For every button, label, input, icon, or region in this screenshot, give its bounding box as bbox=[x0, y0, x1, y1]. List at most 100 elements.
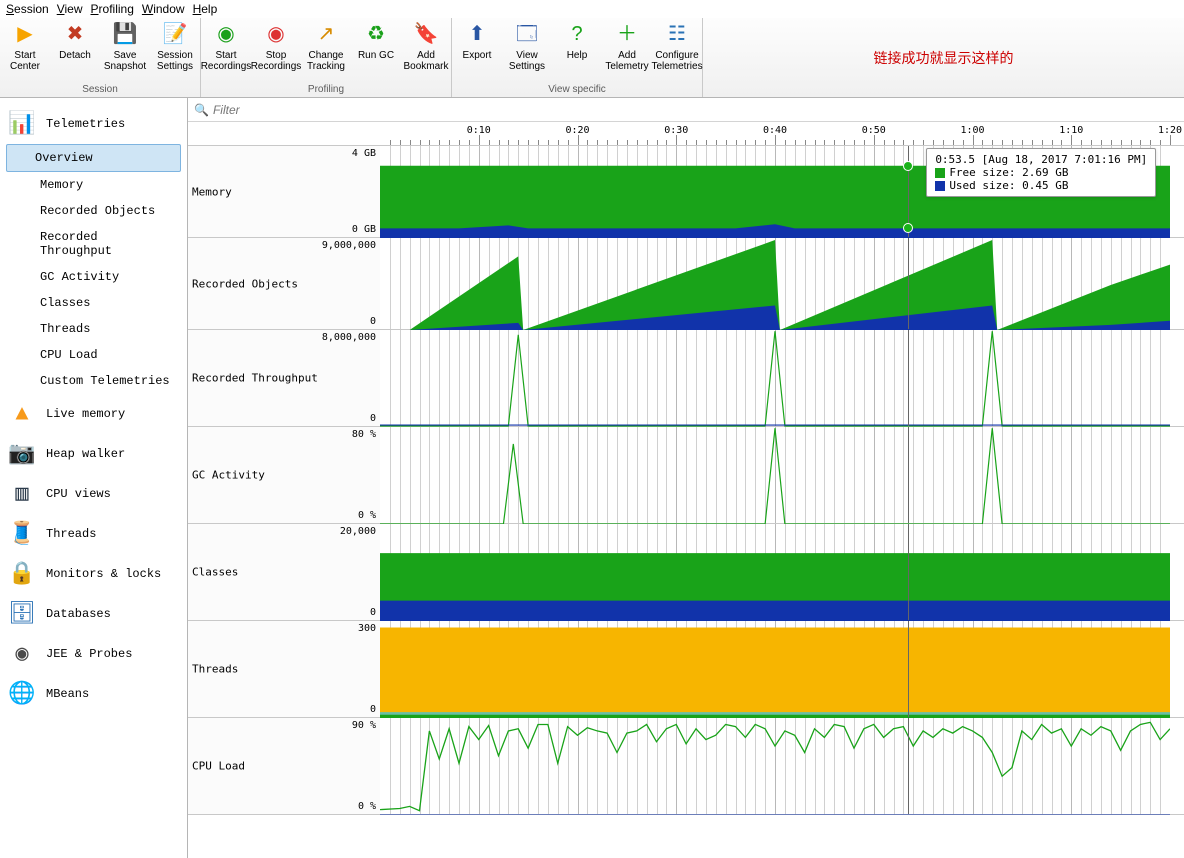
cursor-line bbox=[908, 524, 909, 620]
time-tick-label: 0:30 bbox=[664, 125, 688, 136]
session-settings-icon: 📝 bbox=[161, 20, 189, 48]
add-telemetry-button[interactable]: ＋AddTelemetry bbox=[602, 18, 652, 84]
sidebar-section-telemetries[interactable]: 📊Telemetries bbox=[0, 104, 187, 144]
plot-area[interactable] bbox=[380, 330, 1184, 426]
stop-recordings-button[interactable]: ◉StopRecordings bbox=[251, 18, 301, 84]
sidebar-section-monitors-locks[interactable]: 🔒Monitors & locks bbox=[0, 554, 187, 594]
live-memory-icon: ▲ bbox=[8, 400, 36, 428]
sidebar-item-memory[interactable]: Memory bbox=[6, 172, 181, 198]
heap-walker-icon: 📷 bbox=[8, 440, 36, 468]
chart-row-threads[interactable]: Threads3000 bbox=[188, 621, 1184, 718]
tooltip-item: Used size: 0.45 GB bbox=[935, 179, 1147, 192]
start-recordings-label: StartRecordings bbox=[201, 50, 252, 72]
help-button[interactable]: ?Help bbox=[552, 18, 602, 84]
chart-caption: Recorded Throughput bbox=[192, 372, 318, 385]
change-tracking-button[interactable]: ↗ChangeTracking bbox=[301, 18, 351, 84]
menu-help[interactable]: Help bbox=[191, 2, 220, 16]
cursor-line bbox=[908, 621, 909, 717]
plot-area[interactable]: 0:53.5 [Aug 18, 2017 7:01:16 PM]Free siz… bbox=[380, 146, 1184, 237]
sidebar-label: Threads bbox=[46, 527, 96, 541]
menu-session[interactable]: Session bbox=[4, 2, 51, 16]
add-bookmark-label: AddBookmark bbox=[403, 50, 448, 72]
run-gc-button[interactable]: ♻Run GC bbox=[351, 18, 401, 84]
y-max-label: 4 GB bbox=[352, 148, 376, 159]
chart-row-recorded-objects[interactable]: Recorded Objects9,000,0000 bbox=[188, 238, 1184, 330]
chart-caption: CPU Load bbox=[192, 760, 245, 773]
run-gc-label: Run GC bbox=[358, 50, 394, 61]
ribbon-group-profiling: ◉StartRecordings◉StopRecordings↗ChangeTr… bbox=[201, 18, 452, 97]
filter-input[interactable] bbox=[213, 103, 1178, 117]
cursor-marker bbox=[903, 161, 913, 171]
sidebar-item-classes[interactable]: Classes bbox=[6, 290, 181, 316]
chart-row-cpu-load[interactable]: CPU Load90 %0 % bbox=[188, 718, 1184, 815]
plot-area[interactable] bbox=[380, 238, 1184, 329]
session-settings-button[interactable]: 📝SessionSettings bbox=[150, 18, 200, 84]
y-max-label: 8,000,000 bbox=[322, 332, 376, 343]
sidebar-section-threads[interactable]: 🧵 Threads bbox=[0, 514, 187, 554]
view-settings-button[interactable]: 🗔ViewSettings bbox=[502, 18, 552, 84]
y-max-label: 80 % bbox=[352, 429, 376, 440]
sidebar-item-custom-telemetries[interactable]: Custom Telemetries bbox=[6, 368, 181, 394]
time-tick-label: 0:20 bbox=[565, 125, 589, 136]
sidebar-section-live-memory[interactable]: ▲Live memory bbox=[0, 394, 187, 434]
telemetries-icon: 📊 bbox=[8, 110, 36, 138]
connection-status-message: 链接成功就显示这样的 bbox=[703, 18, 1184, 97]
sidebar-item-recorded-throughput[interactable]: Recorded Throughput bbox=[6, 224, 181, 264]
menubar: Session View Profiling Window Help bbox=[0, 0, 1184, 18]
start-center-button[interactable]: ▶StartCenter bbox=[0, 18, 50, 84]
y-max-label: 20,000 bbox=[340, 526, 376, 537]
sidebar-item-recorded-objects[interactable]: Recorded Objects bbox=[6, 198, 181, 224]
ribbon-group-label: Profiling bbox=[201, 84, 451, 97]
ribbon-group-label: View specific bbox=[452, 84, 702, 97]
chart-caption: Threads bbox=[192, 663, 238, 676]
configure-telemetries-button[interactable]: ☷ConfigureTelemetries bbox=[652, 18, 702, 84]
time-axis: 0:100:200:300:400:501:001:101:20 bbox=[188, 122, 1184, 146]
sidebar-item-gc-activity[interactable]: GC Activity bbox=[6, 264, 181, 290]
menu-profiling[interactable]: Profiling bbox=[89, 2, 136, 16]
export-button[interactable]: ⬆Export bbox=[452, 18, 502, 84]
sidebar: 📊TelemetriesOverviewMemoryRecorded Objec… bbox=[0, 98, 188, 858]
start-recordings-button[interactable]: ◉StartRecordings bbox=[201, 18, 251, 84]
detach-icon: ✖ bbox=[61, 20, 89, 48]
sidebar-item-threads[interactable]: Threads bbox=[6, 316, 181, 342]
sidebar-item-overview[interactable]: Overview bbox=[6, 144, 181, 172]
chart-row-memory[interactable]: Memory4 GB0 GB0:53.5 [Aug 18, 2017 7:01:… bbox=[188, 146, 1184, 238]
detach-button[interactable]: ✖Detach bbox=[50, 18, 100, 84]
sidebar-label: Monitors & locks bbox=[46, 567, 161, 581]
sidebar-section-cpu-views[interactable]: ▥CPU views bbox=[0, 474, 187, 514]
chart-row-gc-activity[interactable]: GC Activity80 %0 % bbox=[188, 427, 1184, 524]
save-snapshot-button[interactable]: 💾SaveSnapshot bbox=[100, 18, 150, 84]
cursor-marker bbox=[903, 223, 913, 233]
plot-area[interactable] bbox=[380, 621, 1184, 717]
add-bookmark-button[interactable]: 🔖AddBookmark bbox=[401, 18, 451, 84]
cursor-line bbox=[908, 330, 909, 426]
tooltip-time: 0:53.5 [Aug 18, 2017 7:01:16 PM] bbox=[935, 153, 1147, 166]
sidebar-section-mbeans[interactable]: 🌐MBeans bbox=[0, 674, 187, 714]
sidebar-section-heap-walker[interactable]: 📷 Heap walker bbox=[0, 434, 187, 474]
save-snapshot-label: SaveSnapshot bbox=[104, 50, 146, 72]
menu-view[interactable]: View bbox=[55, 2, 85, 16]
y-min-label: 0 bbox=[370, 413, 376, 424]
plot-area[interactable] bbox=[380, 718, 1184, 814]
tooltip-item: Free size: 2.69 GB bbox=[935, 166, 1147, 179]
change-tracking-label: ChangeTracking bbox=[307, 50, 345, 72]
time-tick-label: 0:10 bbox=[467, 125, 491, 136]
sidebar-label: Heap walker bbox=[46, 447, 125, 461]
export-label: Export bbox=[463, 50, 492, 61]
sidebar-item-cpu-load[interactable]: CPU Load bbox=[6, 342, 181, 368]
chart-caption: GC Activity bbox=[192, 469, 265, 482]
chart-row-recorded-throughput[interactable]: Recorded Throughput 8,000,000 0 bbox=[188, 330, 1184, 427]
plot-area[interactable] bbox=[380, 427, 1184, 523]
jee-probes-icon: ◉ bbox=[8, 640, 36, 668]
menu-window[interactable]: Window bbox=[140, 2, 187, 16]
y-min-label: 0 bbox=[370, 316, 376, 327]
chart-row-classes[interactable]: Classes20,0000 bbox=[188, 524, 1184, 621]
y-max-label: 90 % bbox=[352, 720, 376, 731]
change-tracking-icon: ↗ bbox=[312, 20, 340, 48]
sidebar-section-databases[interactable]: 🗄Databases bbox=[0, 594, 187, 634]
cpu-views-icon: ▥ bbox=[8, 480, 36, 508]
plot-area[interactable] bbox=[380, 524, 1184, 620]
chart-caption: Recorded Objects bbox=[192, 277, 298, 290]
sidebar-section-jee-probes[interactable]: ◉JEE & Probes bbox=[0, 634, 187, 674]
threads-icon: 🧵 bbox=[8, 520, 36, 548]
